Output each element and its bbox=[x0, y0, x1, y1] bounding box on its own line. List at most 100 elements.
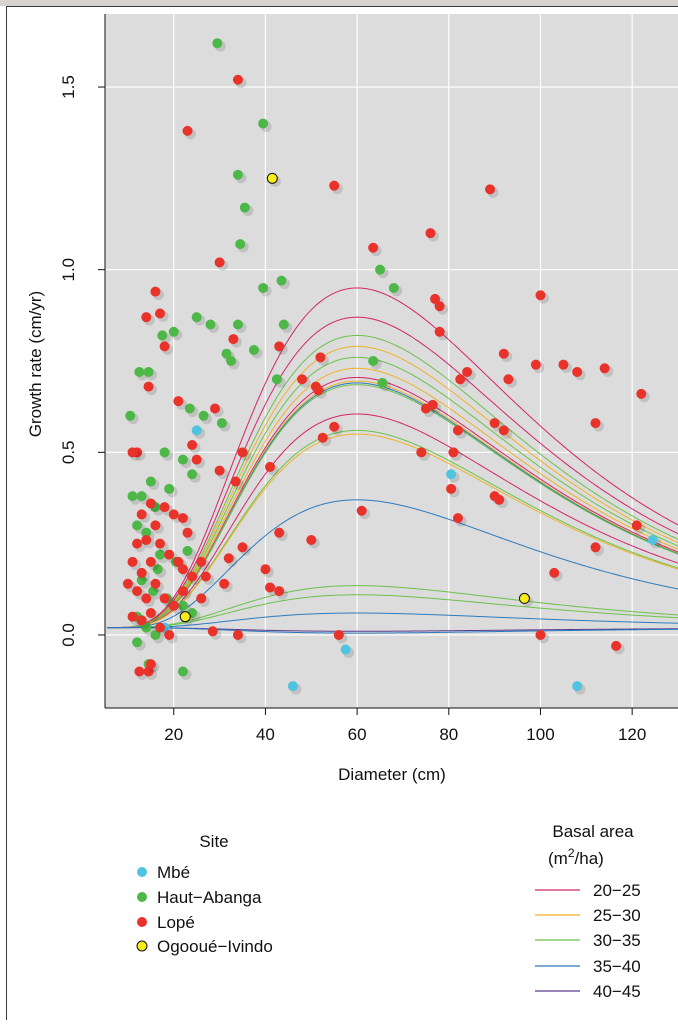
point-haut-abanga-35 bbox=[141, 527, 152, 538]
point-lop-78 bbox=[631, 520, 642, 531]
point-lop-98 bbox=[207, 626, 218, 637]
point-lop-23 bbox=[636, 388, 647, 399]
point-lop-20 bbox=[558, 359, 569, 370]
point-mb-5 bbox=[647, 534, 658, 545]
point-lop-63 bbox=[155, 538, 166, 549]
curve-35-40-18 bbox=[107, 627, 678, 634]
point-lop-79 bbox=[590, 542, 601, 553]
point-lop-10 bbox=[535, 290, 546, 301]
fitted-curves bbox=[107, 287, 678, 634]
point-lop-5 bbox=[368, 242, 379, 253]
point-lop-102 bbox=[611, 640, 622, 651]
point-lop-100 bbox=[333, 629, 344, 640]
point-lop-21 bbox=[572, 366, 583, 377]
point-haut-abanga-2 bbox=[232, 169, 243, 180]
point-lop-86 bbox=[168, 600, 179, 611]
point-lop-0 bbox=[232, 74, 243, 85]
point-haut-abanga-4 bbox=[235, 239, 246, 250]
point-lop-53 bbox=[159, 502, 170, 513]
point-lop-36 bbox=[317, 432, 328, 443]
point-haut-abanga-34 bbox=[132, 520, 143, 531]
point-haut-abanga-8 bbox=[388, 282, 399, 293]
point-haut-abanga-24 bbox=[216, 418, 227, 429]
legend-entry-30-35: 30−35 bbox=[593, 931, 641, 950]
x-tick-label-20: 20 bbox=[164, 725, 183, 744]
point-haut-abanga-14 bbox=[157, 330, 168, 341]
point-lop-6 bbox=[214, 257, 225, 268]
x-tick-label-60: 60 bbox=[348, 725, 367, 744]
curve-25-30-3 bbox=[107, 345, 678, 629]
point-lop-32 bbox=[173, 396, 184, 407]
point-lop-77 bbox=[494, 494, 505, 505]
point-haut-abanga-17 bbox=[226, 356, 237, 366]
point-haut-abanga-25 bbox=[125, 410, 136, 421]
point-haut-abanga-10 bbox=[205, 319, 216, 330]
point-haut-abanga-6 bbox=[258, 282, 269, 293]
point-lop-14 bbox=[274, 341, 285, 352]
point-lop-2 bbox=[329, 180, 340, 191]
axes: 20 40 60 80 100 120 0.0 0.5 1.0 1.5 bbox=[59, 14, 678, 744]
point-haut-abanga-9 bbox=[191, 312, 202, 323]
basal-legend-unit-suffix: /ha) bbox=[575, 849, 604, 868]
point-haut-abanga-19 bbox=[143, 366, 154, 377]
legend-entry-ogooue-ivindo: Ogooué−Ivindo bbox=[157, 937, 273, 956]
curve-20-25-0 bbox=[107, 287, 678, 629]
x-tick-label-80: 80 bbox=[439, 725, 458, 744]
point-lop-7 bbox=[150, 286, 161, 297]
point-haut-abanga-22 bbox=[377, 377, 388, 388]
point-lop-75 bbox=[452, 513, 463, 524]
point-lop-99 bbox=[232, 629, 243, 640]
point-lop-4 bbox=[485, 184, 496, 195]
point-lop-97 bbox=[164, 629, 175, 640]
point-lop-71 bbox=[237, 542, 248, 553]
point-lop-91 bbox=[265, 582, 276, 593]
curve-30-35-14 bbox=[107, 585, 678, 629]
point-lop-93 bbox=[127, 611, 138, 622]
legend-entry-lope: Lopé bbox=[157, 913, 195, 932]
legend-marker-ogooue-ivindo bbox=[136, 940, 148, 952]
point-haut-abanga-18 bbox=[134, 366, 145, 377]
point-lop-69 bbox=[200, 571, 211, 582]
point-lop-67 bbox=[187, 571, 198, 582]
point-lop-66 bbox=[177, 564, 188, 575]
point-haut-abanga-28 bbox=[187, 469, 198, 480]
point-lop-44 bbox=[187, 440, 198, 451]
legend-entry-haut-abanga: Haut−Abanga bbox=[157, 888, 262, 907]
point-lop-59 bbox=[141, 534, 152, 545]
point-lop-15 bbox=[159, 341, 170, 352]
point-lop-84 bbox=[150, 578, 161, 589]
point-lop-12 bbox=[141, 312, 152, 323]
point-lop-40 bbox=[416, 447, 427, 458]
legend-entry-25-30: 25−30 bbox=[593, 906, 641, 925]
point-mb-1 bbox=[287, 681, 298, 692]
point-lop-58 bbox=[150, 520, 161, 531]
point-lop-51 bbox=[127, 447, 138, 458]
point-lop-90 bbox=[260, 564, 271, 575]
point-lop-27 bbox=[297, 374, 308, 385]
point-lop-18 bbox=[498, 348, 509, 359]
point-lop-73 bbox=[306, 534, 317, 545]
point-lop-95 bbox=[145, 608, 156, 619]
point-haut-abanga-38 bbox=[136, 575, 147, 586]
legend-entry-mbe: Mbé bbox=[157, 863, 190, 882]
x-axis-label: Diameter (cm) bbox=[338, 765, 446, 784]
point-haut-abanga-44 bbox=[177, 600, 188, 611]
point-lop-41 bbox=[448, 447, 459, 458]
legend-marker-lope bbox=[137, 917, 147, 927]
point-mb-2 bbox=[340, 644, 351, 655]
point-haut-abanga-51 bbox=[152, 564, 163, 575]
point-lop-74 bbox=[356, 505, 367, 516]
point-lop-30 bbox=[143, 381, 154, 392]
x-tick-label-40: 40 bbox=[256, 725, 275, 744]
y-tick-label-1-5: 1.5 bbox=[59, 75, 78, 99]
point-lop-37 bbox=[489, 418, 500, 429]
point-lop-88 bbox=[196, 593, 207, 604]
point-lop-9 bbox=[434, 301, 445, 312]
point-lop-52 bbox=[145, 498, 156, 509]
point-lop-48 bbox=[265, 461, 276, 472]
curve-35-40-16 bbox=[107, 612, 678, 629]
point-haut-abanga-32 bbox=[136, 491, 147, 502]
data-points bbox=[122, 38, 662, 695]
point-lop-31 bbox=[210, 403, 221, 414]
